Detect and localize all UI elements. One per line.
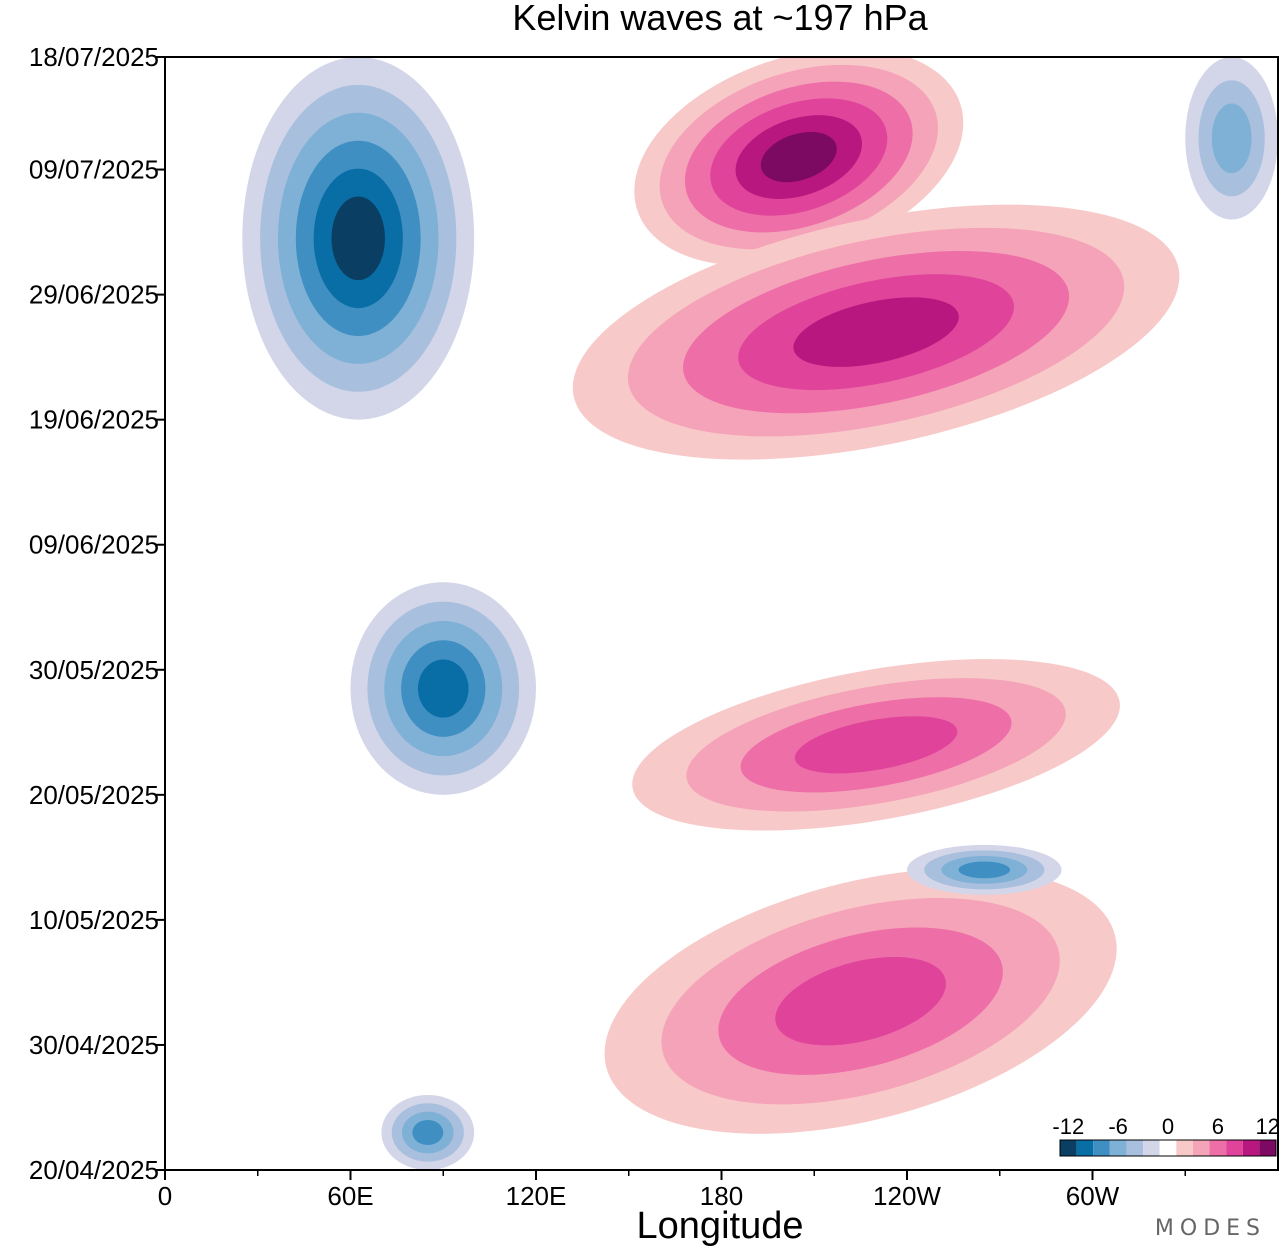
y-tick-label: 30/04/2025 (29, 1030, 159, 1060)
colorbar-frame (1059, 1139, 1277, 1157)
contour-level--8 (958, 861, 1011, 879)
colorbar-swatch (1126, 1140, 1144, 1156)
wave-feature-5 (572, 204, 1180, 460)
y-tick-label: 30/05/2025 (29, 655, 159, 685)
colorbar-swatch (1109, 1140, 1127, 1156)
contour-level-12 (760, 131, 837, 183)
plot-area (242, 57, 1278, 1170)
y-axis: 20/04/2025 30/04/2025 10/05/2025 20/05/2025… (29, 42, 165, 1185)
modes-logo: MODES (1154, 1216, 1266, 1241)
colorbar-swatch (1060, 1140, 1077, 1156)
contour-level-10 (793, 297, 959, 367)
x-axis-label: Longitude (637, 1205, 804, 1247)
y-tick-label: 18/07/2025 (29, 42, 159, 72)
y-tick-label: 20/05/2025 (29, 780, 159, 810)
wave-feature-3 (381, 1094, 475, 1170)
colorbar-swatch (1143, 1140, 1160, 1156)
colorbar-swatch (1159, 1140, 1177, 1156)
chart-title: Kelvin waves at ~197 hPa (512, 0, 928, 38)
colorbar-swatch (1176, 1140, 1193, 1156)
x-tick-label: 60W (1066, 1181, 1120, 1211)
y-tick-label: 29/06/2025 (29, 280, 159, 310)
contour-level-8 (794, 716, 958, 774)
colorbar-swatch (1076, 1140, 1094, 1156)
x-tick-label: 60E (327, 1181, 373, 1211)
x-tick-label: 180 (700, 1181, 743, 1211)
wave-feature-2 (350, 582, 536, 795)
y-tick-label: 09/07/2025 (29, 155, 159, 185)
x-tick-label: 120W (873, 1181, 941, 1211)
contour-level--8 (412, 1119, 444, 1145)
colorbar-label: 12 (1255, 1114, 1279, 1139)
y-tick-label: 20/04/2025 (29, 1155, 159, 1185)
colorbar: -12 -6 0 6 12 (1052, 1114, 1280, 1157)
wave-feature-6 (632, 659, 1120, 831)
colorbar-label: 0 (1162, 1114, 1174, 1139)
contour-level--6 (1211, 103, 1252, 174)
colorbar-swatch (1192, 1140, 1210, 1156)
wave-feature-1 (242, 57, 475, 420)
colorbar-label: 6 (1212, 1114, 1224, 1139)
y-tick-label: 19/06/2025 (29, 405, 159, 435)
x-tick-label: 120E (506, 1181, 567, 1211)
x-tick-label: 0 (158, 1181, 172, 1211)
colorbar-swatch (1093, 1140, 1110, 1156)
wave-feature-4 (634, 57, 964, 266)
wave-feature-9 (1185, 57, 1278, 220)
contour-level--10 (417, 659, 469, 718)
wave-feature-8 (907, 844, 1062, 895)
contour-level-8 (775, 956, 946, 1046)
colorbar-swatch (1226, 1140, 1243, 1156)
wave-feature-7 (604, 868, 1117, 1134)
colorbar-label: -12 (1052, 1114, 1084, 1139)
contour-level--12 (331, 196, 385, 281)
colorbar-swatch (1209, 1140, 1227, 1156)
y-tick-label: 10/05/2025 (29, 905, 159, 935)
colorbar-label: -6 (1108, 1114, 1128, 1139)
y-tick-label: 09/06/2025 (29, 530, 159, 560)
colorbar-swatch (1259, 1140, 1276, 1156)
colorbar-swatch (1242, 1140, 1260, 1156)
x-axis: 0 60E 120E 180 120W 60W (158, 1170, 1186, 1211)
